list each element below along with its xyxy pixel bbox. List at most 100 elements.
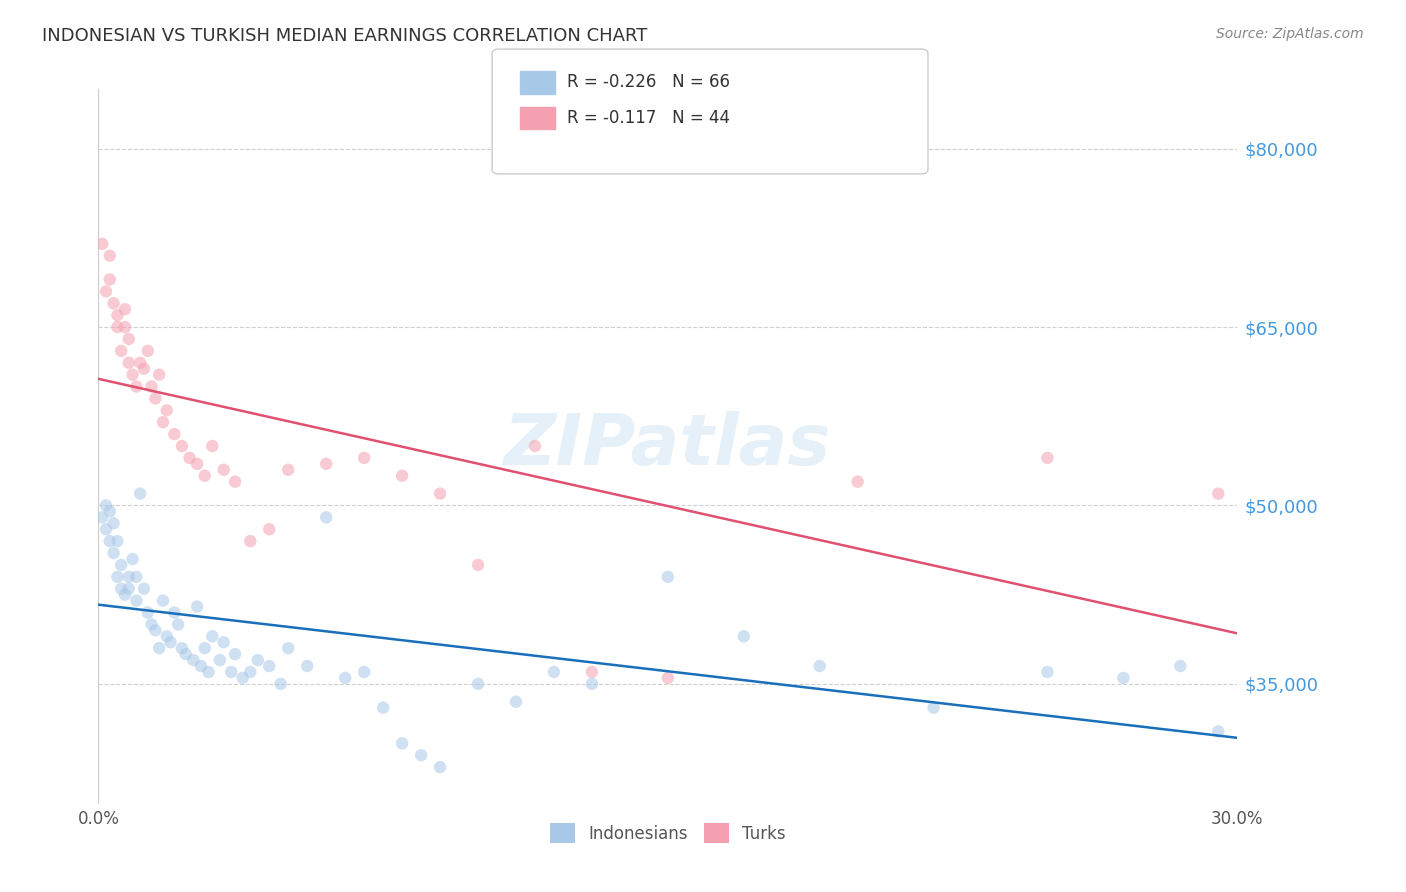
Point	[201, 629, 224, 643]
Point	[136, 606, 159, 620]
Point	[194, 468, 217, 483]
Point	[103, 516, 125, 531]
Point	[107, 320, 129, 334]
Point	[246, 653, 269, 667]
Point	[391, 468, 413, 483]
Point	[94, 285, 117, 299]
Point	[259, 659, 281, 673]
Point	[91, 510, 114, 524]
Point	[581, 665, 603, 679]
Point	[121, 368, 143, 382]
Point	[186, 599, 208, 614]
Point	[152, 593, 174, 607]
Point	[297, 659, 319, 673]
Point	[132, 361, 155, 376]
Point	[1208, 486, 1230, 500]
Point	[581, 677, 603, 691]
Point	[174, 647, 197, 661]
Point	[141, 379, 163, 393]
Point	[156, 403, 179, 417]
Point	[118, 356, 141, 370]
Point	[657, 570, 679, 584]
Point	[148, 641, 170, 656]
Point	[391, 736, 413, 750]
Point	[221, 665, 243, 679]
Point	[91, 236, 114, 251]
Point	[1036, 665, 1059, 679]
Point	[145, 392, 167, 406]
Legend: Indonesians, Turks: Indonesians, Turks	[541, 814, 794, 852]
Point	[224, 647, 246, 661]
Point	[170, 641, 193, 656]
Point	[657, 671, 679, 685]
Point	[98, 504, 121, 518]
Point	[505, 695, 527, 709]
Point	[239, 534, 262, 549]
Point	[132, 582, 155, 596]
Point	[167, 617, 190, 632]
Point	[98, 249, 121, 263]
Point	[277, 463, 299, 477]
Point	[114, 588, 136, 602]
Point	[103, 296, 125, 310]
Point	[846, 475, 869, 489]
Point	[194, 641, 217, 656]
Text: INDONESIAN VS TURKISH MEDIAN EARNINGS CORRELATION CHART: INDONESIAN VS TURKISH MEDIAN EARNINGS CO…	[42, 27, 648, 45]
Point	[94, 499, 117, 513]
Point	[107, 570, 129, 584]
Point	[190, 659, 212, 673]
Point	[107, 308, 129, 322]
Text: ZIPatlas: ZIPatlas	[505, 411, 831, 481]
Point	[371, 700, 394, 714]
Point	[429, 760, 451, 774]
Point	[224, 475, 246, 489]
Text: R = -0.117   N = 44: R = -0.117 N = 44	[567, 109, 730, 127]
Point	[125, 379, 148, 393]
Point	[114, 320, 136, 334]
Point	[315, 457, 337, 471]
Point	[411, 748, 433, 763]
Point	[141, 617, 163, 632]
Point	[259, 522, 281, 536]
Point	[129, 486, 152, 500]
Point	[212, 463, 235, 477]
Point	[145, 624, 167, 638]
Point	[353, 450, 375, 465]
Point	[808, 659, 831, 673]
Point	[159, 635, 181, 649]
Point	[103, 546, 125, 560]
Point	[110, 343, 132, 358]
Point	[277, 641, 299, 656]
Point	[922, 700, 945, 714]
Point	[118, 570, 141, 584]
Point	[98, 534, 121, 549]
Point	[118, 332, 141, 346]
Point	[98, 272, 121, 286]
Point	[429, 486, 451, 500]
Point	[467, 677, 489, 691]
Point	[163, 606, 186, 620]
Point	[110, 558, 132, 572]
Point	[136, 343, 159, 358]
Point	[197, 665, 219, 679]
Point	[179, 450, 201, 465]
Point	[315, 510, 337, 524]
Point	[270, 677, 292, 691]
Point	[163, 427, 186, 442]
Point	[1208, 724, 1230, 739]
Point	[353, 665, 375, 679]
Point	[129, 356, 152, 370]
Point	[733, 629, 755, 643]
Point	[1170, 659, 1192, 673]
Point	[148, 368, 170, 382]
Point	[543, 665, 565, 679]
Point	[212, 635, 235, 649]
Point	[335, 671, 357, 685]
Point	[201, 439, 224, 453]
Point	[183, 653, 205, 667]
Point	[125, 570, 148, 584]
Point	[232, 671, 254, 685]
Point	[121, 552, 143, 566]
Point	[114, 302, 136, 317]
Point	[94, 522, 117, 536]
